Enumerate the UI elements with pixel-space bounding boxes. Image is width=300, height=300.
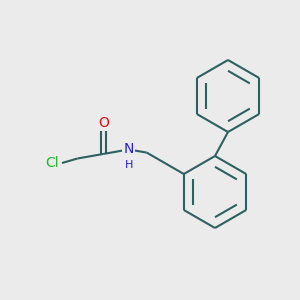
Text: H: H [124,160,133,170]
Text: Cl: Cl [45,156,59,170]
Text: N: N [124,142,134,157]
Text: O: O [98,116,109,130]
